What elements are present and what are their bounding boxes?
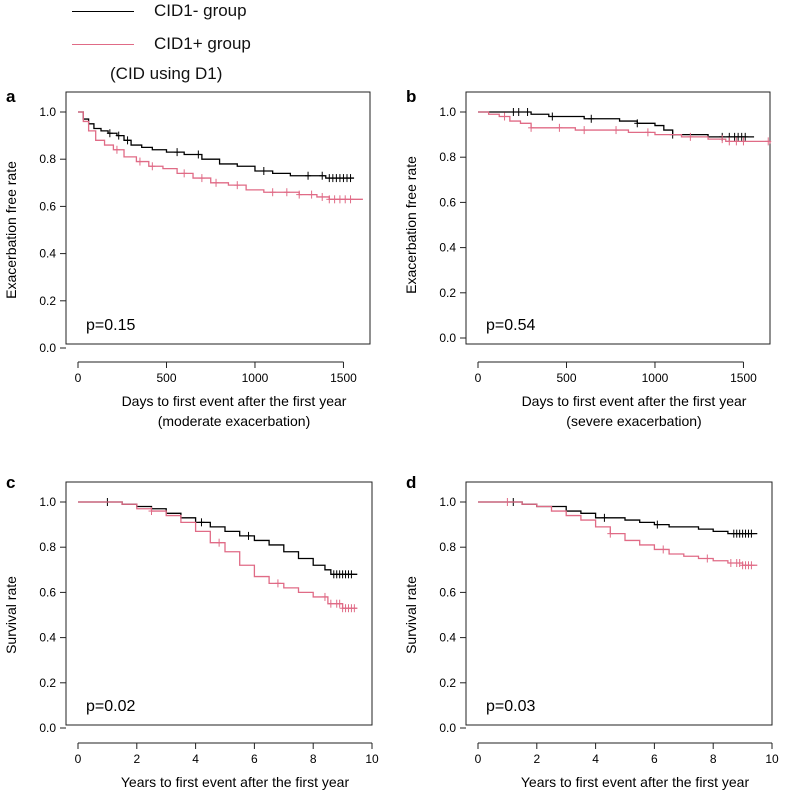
y-tick-label: 0.8 bbox=[439, 150, 456, 164]
series-line-cid1-negative bbox=[478, 501, 758, 535]
p-value-label: p=0.02 bbox=[86, 698, 135, 715]
y-tick-label: 0.8 bbox=[39, 540, 56, 554]
chart-svg: a 0.0 0.2 0.4 0.6 0.8 1.0 0 500 1000 1500 Days to f… bbox=[3, 87, 371, 429]
x-tick-label: 0 bbox=[475, 752, 482, 766]
x-tick-label: 1000 bbox=[242, 371, 269, 385]
x-axis-sublabel: (severe exacerbation) bbox=[566, 413, 701, 429]
x-tick-label: 4 bbox=[592, 752, 599, 766]
x-tick-label: 1500 bbox=[330, 371, 357, 385]
x-tick-label: 8 bbox=[310, 752, 317, 766]
p-value-label: p=0.54 bbox=[486, 317, 535, 334]
chart-svg: d 0.0 0.2 0.4 0.6 0.8 1.0 0 2 4 6 8 10 Years to first… bbox=[403, 473, 779, 790]
x-tick-label: 1000 bbox=[642, 371, 669, 385]
plot-frame bbox=[65, 91, 371, 345]
x-axis-label: Days to first event after the first year bbox=[122, 393, 347, 409]
y-tick-label: 0.0 bbox=[39, 721, 56, 735]
legend-line-black bbox=[72, 10, 134, 12]
panel-label: b bbox=[406, 87, 416, 106]
y-tick-label: 1.0 bbox=[39, 105, 56, 119]
x-axis-label: Years to first event after the first yea… bbox=[521, 774, 750, 790]
x-tick-label: 0 bbox=[75, 371, 82, 385]
chart-panel-a: a 0.0 0.2 0.4 0.6 0.8 1.0 0 500 1000 1500 Days to f… bbox=[0, 82, 400, 442]
series-line-cid1-positive bbox=[478, 111, 771, 144]
legend-line-pink bbox=[72, 43, 134, 45]
y-tick-label: 0.4 bbox=[39, 631, 56, 645]
y-tick-label: 0.0 bbox=[439, 721, 456, 735]
y-tick-label: 0.2 bbox=[39, 294, 56, 308]
panel-label: a bbox=[6, 87, 16, 106]
p-value-label: p=0.03 bbox=[486, 698, 535, 715]
chart-panel-c: c 0.0 0.2 0.4 0.6 0.8 1.0 0 2 4 6 8 10 Years to first… bbox=[0, 468, 400, 802]
x-tick-label: 0 bbox=[75, 752, 82, 766]
x-tick-label: 2 bbox=[133, 752, 140, 766]
x-tick-label: 4 bbox=[192, 752, 199, 766]
y-tick-label: 1.0 bbox=[439, 495, 456, 509]
panel-label: d bbox=[406, 473, 416, 492]
plot-frame bbox=[65, 481, 373, 726]
y-tick-label: 0.4 bbox=[39, 247, 56, 261]
x-tick-label: 8 bbox=[710, 752, 717, 766]
legend: CID1- group CID1+ group (CID using D1) bbox=[72, 0, 332, 90]
y-tick-label: 0.4 bbox=[439, 631, 456, 645]
legend-item-cid1-positive: CID1+ group bbox=[72, 33, 251, 55]
series-line-cid1-negative bbox=[478, 111, 755, 138]
plot-frame bbox=[465, 91, 771, 345]
y-tick-label: 1.0 bbox=[439, 105, 456, 119]
legend-note: (CID using D1) bbox=[110, 64, 223, 83]
series-line-cid1-negative bbox=[78, 501, 358, 575]
x-tick-label: 6 bbox=[251, 752, 258, 766]
x-axis-sublabel: (moderate exacerbation) bbox=[158, 413, 311, 429]
chart-panel-d: d 0.0 0.2 0.4 0.6 0.8 1.0 0 2 4 6 8 10 Years to first… bbox=[400, 468, 800, 802]
x-tick-label: 10 bbox=[765, 752, 779, 766]
y-tick-label: 0.6 bbox=[39, 199, 56, 213]
y-tick-label: 0.2 bbox=[39, 676, 56, 690]
y-tick-label: 0.0 bbox=[39, 341, 56, 355]
y-tick-label: 0.6 bbox=[439, 585, 456, 599]
panel-label: c bbox=[6, 473, 15, 492]
x-tick-label: 2 bbox=[533, 752, 540, 766]
y-tick-label: 0.2 bbox=[439, 676, 456, 690]
p-value-label: p=0.15 bbox=[86, 317, 135, 334]
series-line-cid1-positive bbox=[478, 501, 758, 566]
y-axis-label: Exacerbation free rate bbox=[3, 161, 19, 299]
plot-frame bbox=[465, 481, 773, 726]
series-line-cid1-negative bbox=[78, 111, 355, 179]
y-axis-label: Exacerbation free rate bbox=[403, 156, 419, 294]
y-axis-label: Survival rate bbox=[3, 576, 19, 654]
y-axis-label: Survival rate bbox=[403, 576, 419, 654]
legend-label: CID1+ group bbox=[154, 34, 251, 53]
y-tick-label: 0.6 bbox=[39, 585, 56, 599]
x-tick-label: 1500 bbox=[730, 371, 757, 385]
y-tick-label: 0.8 bbox=[439, 540, 456, 554]
y-tick-label: 0.6 bbox=[439, 195, 456, 209]
series-line-cid1-positive bbox=[78, 501, 358, 609]
chart-svg: c 0.0 0.2 0.4 0.6 0.8 1.0 0 2 4 6 8 10 Years to first… bbox=[3, 473, 379, 790]
x-tick-label: 6 bbox=[651, 752, 658, 766]
series-line-cid1-positive bbox=[78, 111, 363, 200]
y-tick-label: 0.0 bbox=[439, 331, 456, 345]
x-tick-label: 500 bbox=[156, 371, 176, 385]
x-tick-label: 0 bbox=[475, 371, 482, 385]
x-tick-label: 10 bbox=[365, 752, 379, 766]
y-tick-label: 0.8 bbox=[39, 152, 56, 166]
y-tick-label: 1.0 bbox=[39, 495, 56, 509]
legend-label: CID1- group bbox=[154, 1, 247, 20]
y-tick-label: 0.4 bbox=[439, 241, 456, 255]
legend-item-cid1-negative: CID1- group bbox=[72, 0, 247, 22]
chart-panel-b: b 0.0 0.2 0.4 0.6 0.8 1.0 0 500 1000 1500 Days to f… bbox=[400, 82, 800, 442]
x-tick-label: 500 bbox=[556, 371, 576, 385]
x-axis-label: Years to first event after the first yea… bbox=[121, 774, 350, 790]
y-tick-label: 0.2 bbox=[439, 286, 456, 300]
x-axis-label: Days to first event after the first year bbox=[522, 393, 747, 409]
chart-svg: b 0.0 0.2 0.4 0.6 0.8 1.0 0 500 1000 1500 Days to f… bbox=[403, 87, 772, 429]
